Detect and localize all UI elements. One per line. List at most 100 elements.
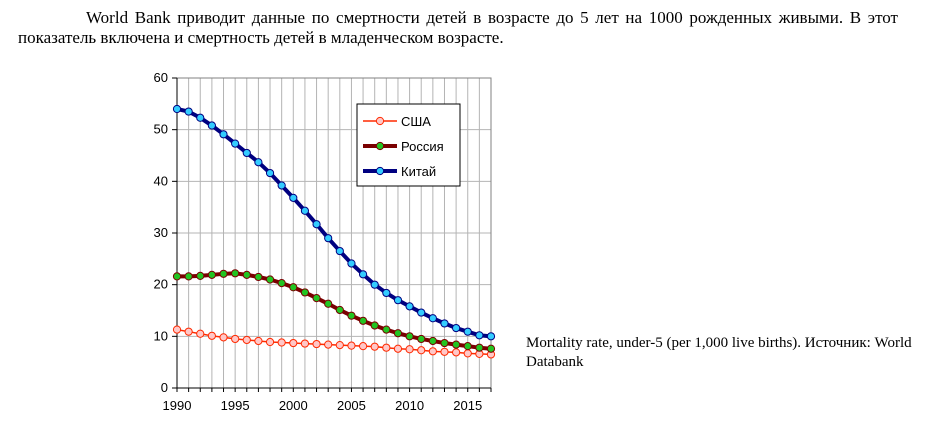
series-0-point	[242, 335, 251, 345]
series-0-point	[347, 341, 356, 350]
series-1-point	[405, 332, 414, 341]
chart-caption: Mortality rate, under-5 (per 1,000 live …	[526, 335, 912, 370]
series-2-point	[358, 270, 368, 279]
series-2-point	[440, 319, 449, 328]
series-2-point	[184, 107, 193, 116]
series-2-point	[265, 168, 275, 178]
series-1-point	[219, 269, 228, 278]
series-2-point	[254, 158, 263, 167]
y-tick-label: 0	[161, 380, 168, 395]
series-0-point	[370, 342, 379, 351]
series-0-point	[417, 346, 426, 355]
x-tick-label: 2000	[279, 398, 308, 413]
series-1-point	[358, 316, 368, 325]
series-0-point	[324, 340, 333, 349]
series-1-point	[440, 338, 449, 348]
series-1-point	[475, 343, 484, 352]
series-0-point	[312, 339, 321, 349]
series-0-line	[176, 328, 492, 356]
legend-label: Россия	[401, 139, 444, 154]
series-0-point	[207, 331, 216, 340]
series-1-point	[300, 288, 310, 297]
y-tick-label: 30	[154, 225, 168, 240]
series-1-point	[254, 272, 263, 282]
series-1-point	[417, 334, 426, 344]
series-2-point	[277, 181, 286, 190]
series-0-point	[358, 342, 368, 351]
series-0-point	[254, 336, 263, 346]
legend-label: США	[401, 114, 431, 129]
x-tick-label: 2005	[337, 398, 366, 413]
series-2-point	[428, 314, 437, 323]
series-0-point	[231, 334, 240, 344]
legend-swatch-marker	[375, 141, 385, 151]
series-1-point	[242, 270, 251, 279]
series-2-point	[405, 302, 414, 311]
series-0-point	[289, 338, 298, 348]
series-0-point	[335, 341, 344, 350]
series-0-point	[382, 343, 391, 352]
series-1-point	[324, 299, 333, 308]
series-2-point	[486, 332, 496, 341]
series-2-point	[300, 206, 310, 215]
x-tick-label: 1990	[163, 398, 192, 413]
series-0-point	[172, 325, 182, 334]
series-1-point	[207, 270, 216, 279]
series-0-point	[219, 333, 228, 342]
series-1-point	[393, 329, 403, 338]
y-tick-label: 60	[154, 70, 168, 85]
series-1-point	[486, 344, 496, 353]
y-tick-label: 40	[154, 173, 168, 188]
legend: США Россия Китай	[356, 103, 461, 187]
series-1-point	[277, 279, 286, 288]
series-1-point	[172, 272, 182, 281]
series-2-point	[475, 331, 484, 340]
series-2-line	[176, 107, 492, 339]
series-2-point	[370, 280, 379, 289]
series-2-point	[242, 148, 251, 158]
y-tick-label: 10	[154, 328, 168, 343]
series-2-point	[393, 296, 403, 305]
x-tick-label: 2015	[453, 398, 482, 413]
legend-swatch-marker	[375, 166, 385, 176]
x-tick-label: 2010	[395, 398, 424, 413]
series-1-point	[428, 336, 437, 346]
series-1-point	[265, 275, 275, 284]
axes: 0 10 20 30 40 50 60 1990 1995 2000 2005 2010 2015	[154, 70, 492, 413]
series-1-line	[177, 271, 492, 351]
series-1-point	[370, 321, 379, 330]
legend-swatch-marker	[375, 116, 385, 126]
series-2-point	[312, 220, 321, 229]
series-2-point	[289, 193, 298, 202]
series-2-point	[196, 113, 205, 122]
series-0-point	[405, 345, 414, 354]
series	[172, 104, 496, 359]
series-1-point	[347, 311, 356, 320]
y-tick-label: 50	[154, 122, 168, 137]
series-2-point	[452, 323, 461, 333]
intro-paragraph: World Bank приводит данные по смертности…	[18, 8, 898, 47]
series-2-point	[347, 259, 356, 268]
series-0-point	[184, 327, 193, 336]
x-tick-label: 1995	[221, 398, 250, 413]
series-2-point	[463, 327, 472, 336]
series-2-point	[382, 288, 391, 298]
series-0-point	[277, 338, 286, 347]
series-1-point	[335, 305, 344, 315]
series-2-point	[207, 121, 216, 130]
series-1-point	[452, 340, 461, 349]
series-0-point	[428, 347, 437, 356]
series-0-point	[196, 329, 205, 338]
series-1-point	[196, 271, 205, 280]
y-tick-label: 20	[154, 277, 168, 292]
series-1-point	[289, 283, 298, 292]
series-0-point	[265, 337, 275, 347]
series-2-point	[417, 308, 426, 317]
series-2-point	[231, 139, 240, 148]
series-0-point	[440, 347, 449, 356]
series-2-point	[172, 104, 182, 114]
series-0-point	[393, 344, 403, 353]
series-1-point	[312, 294, 321, 303]
series-1-point	[382, 325, 391, 334]
